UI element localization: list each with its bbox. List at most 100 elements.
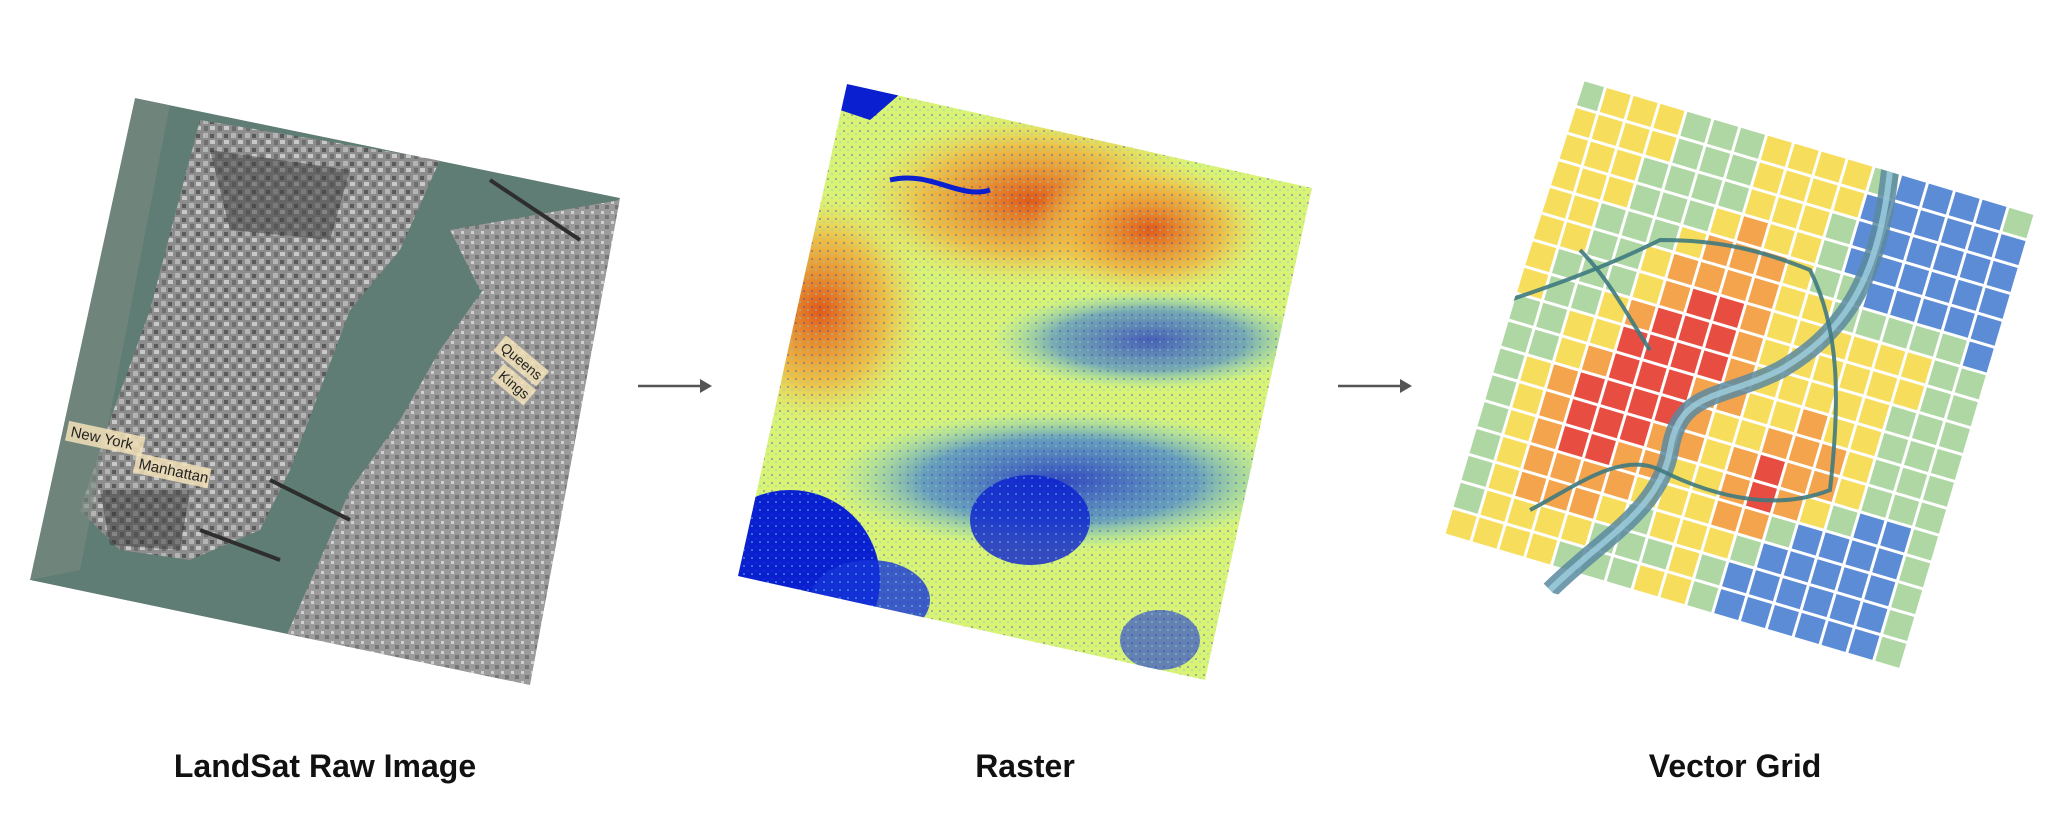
grid-cell [1823,417,1855,449]
grid-cell [1536,302,1568,334]
grid-cell [1562,310,1595,342]
grid-cell [1908,325,1941,357]
landsat-raw-image: New York Manhattan Queens Kings [20,90,640,700]
arrow-1 [636,374,716,403]
grid-cell [1568,487,1601,519]
grid-cell [1769,401,1801,433]
grid-cell [1794,612,1826,645]
grid-cell [1736,216,1769,248]
grid-cell [1637,157,1669,189]
landsat-image-svg: New York Manhattan Queens Kings [30,98,620,685]
grid-cell [1493,348,1525,380]
grid-cell [1488,463,1520,495]
grid-cell [1523,444,1555,476]
grid-cell [1512,383,1544,415]
grid-cell [1555,337,1587,369]
grid-cell [1711,500,1743,532]
grid-cell [1788,435,1820,468]
grid-cell [1951,279,1983,311]
caption-vector-grid: Vector Grid [1648,748,1822,784]
grid-cell [1531,418,1563,450]
grid-cell [1907,529,1939,561]
grid-cell [1480,490,1512,522]
grid-cell [1766,312,1798,344]
grid-cell [1528,329,1560,361]
grid-cell [1877,432,1909,465]
vector-grid-image [1420,70,2060,710]
grid-cell [1708,412,1740,444]
grid-cell [1790,232,1822,264]
grid-cell [1629,184,1661,216]
grid-cell [1801,293,1833,325]
grid-cell [1461,455,1493,487]
grid-cell [1520,356,1552,388]
grid-cell [1806,178,1838,210]
grid-cell [1875,636,1907,668]
grid-cell [1893,379,1925,411]
grid-cell [1504,410,1536,442]
grid-cell [1680,111,1712,143]
grid-cell [1657,484,1689,516]
grid-cell [1798,205,1830,237]
caption-landsat-raw-image: LandSat Raw Image [173,748,477,784]
grid-cell [1831,390,1863,422]
grid-cell [1848,628,1880,660]
grid-cell [1761,427,1793,460]
grid-cell [1575,168,1607,200]
grid-cell [1742,393,1775,425]
grid-cell [1726,154,1758,186]
grid-cell [1691,173,1723,205]
grid-cell [1906,237,1938,269]
grid-cell [1885,406,1917,438]
grid-cell [1779,170,1811,202]
grid-cell [1633,565,1665,597]
grid-cell [1608,353,1640,385]
grid-cell [1499,525,1531,557]
grid-cell [1904,440,1936,472]
grid-cell [1787,143,1819,175]
grid-cell [1970,314,2002,346]
arrow-right-icon [1338,379,1412,393]
grid-cell [1935,333,1967,365]
grid-cell [1921,183,1953,215]
grid-cell [1760,135,1792,167]
grid-cell [2002,207,2034,239]
grid-cell [1954,368,1986,400]
grid-cell [1469,429,1501,461]
grid-cell [1986,260,2018,293]
grid-cell [1599,87,1631,120]
grid-cell [1864,575,1896,607]
grid-cell [1747,277,1779,309]
grid-cell [1583,141,1615,173]
grid-cell [1744,189,1776,221]
grid-cell [1962,341,1994,373]
grid-cell [1640,246,1672,278]
vector-grid-svg [1445,80,2034,668]
grid-cell [1670,342,1702,374]
grid-cell [1550,452,1582,484]
boundary-line [1479,237,1838,512]
grid-cell [1713,296,1745,328]
grid-cell [1880,521,1912,553]
grid-cell [1603,468,1635,500]
grid-cell [1829,594,1861,626]
grid-cell [1561,514,1593,546]
grid-cell [1804,382,1836,414]
grid-cell [1660,573,1692,605]
grid-cell [1667,253,1699,286]
grid-cell [1994,234,2026,266]
grid-cell [1739,304,1772,336]
grid-cell [1975,199,2007,231]
grid-cell [1549,160,1581,192]
grid-cell [1710,208,1742,240]
grid-cell [1526,533,1558,565]
grid-cell [1686,288,1718,320]
grid-cell [1539,391,1571,423]
grid-cell [1453,482,1485,514]
grid-cell [1812,355,1844,387]
grid-cell [1883,609,1915,642]
grid-cell [1814,151,1846,183]
arrow-2 [1336,374,1416,403]
grid-cell [1707,119,1739,151]
grid-cell [1845,540,1877,572]
